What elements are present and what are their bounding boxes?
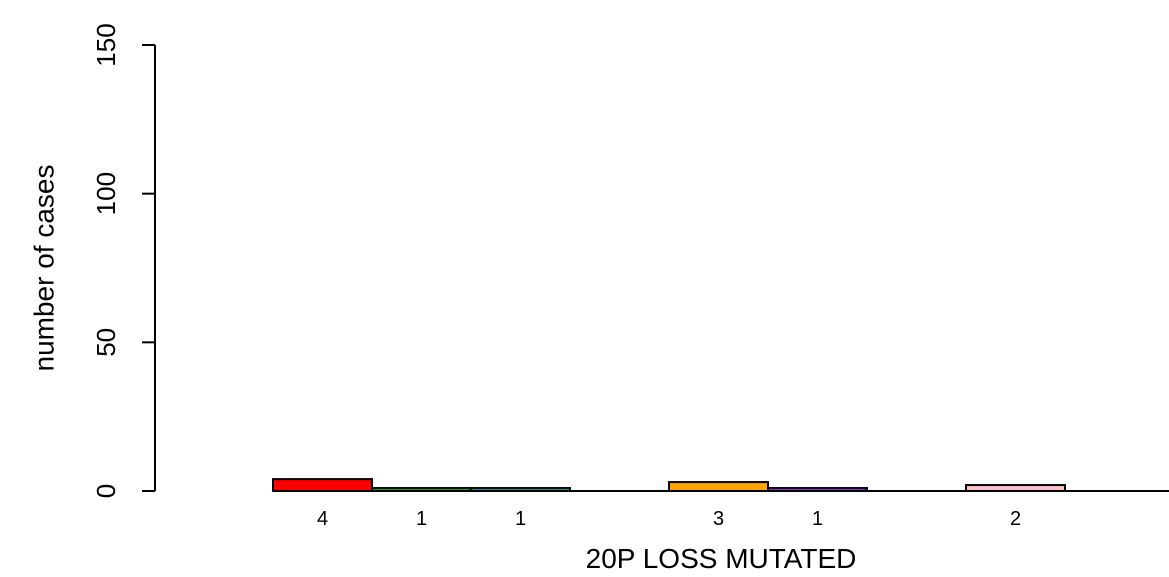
y-axis: 0 50 100 150 xyxy=(91,23,156,498)
bar-count-label: 3 xyxy=(713,508,724,530)
bar xyxy=(272,478,373,492)
x-axis-title: 20P LOSS MUTATED xyxy=(586,543,857,574)
count-labels: 4 1 1 3 1 2 xyxy=(317,508,1021,530)
bar-count-label: 2 xyxy=(1010,508,1021,530)
bar-count-label: 1 xyxy=(416,508,427,530)
y-tick-label: 150 xyxy=(91,23,121,66)
y-tick-label: 0 xyxy=(91,484,121,498)
bar-count-label: 1 xyxy=(515,508,526,530)
bar-count-label: 1 xyxy=(812,508,823,530)
y-tick-label: 100 xyxy=(91,172,121,215)
y-ticks: 0 50 100 150 xyxy=(91,23,155,498)
bars xyxy=(272,478,1066,493)
y-axis-title: number of cases xyxy=(29,165,60,372)
bar xyxy=(668,481,769,492)
bar-count-label: 4 xyxy=(317,508,328,530)
y-tick-label: 50 xyxy=(91,328,121,357)
